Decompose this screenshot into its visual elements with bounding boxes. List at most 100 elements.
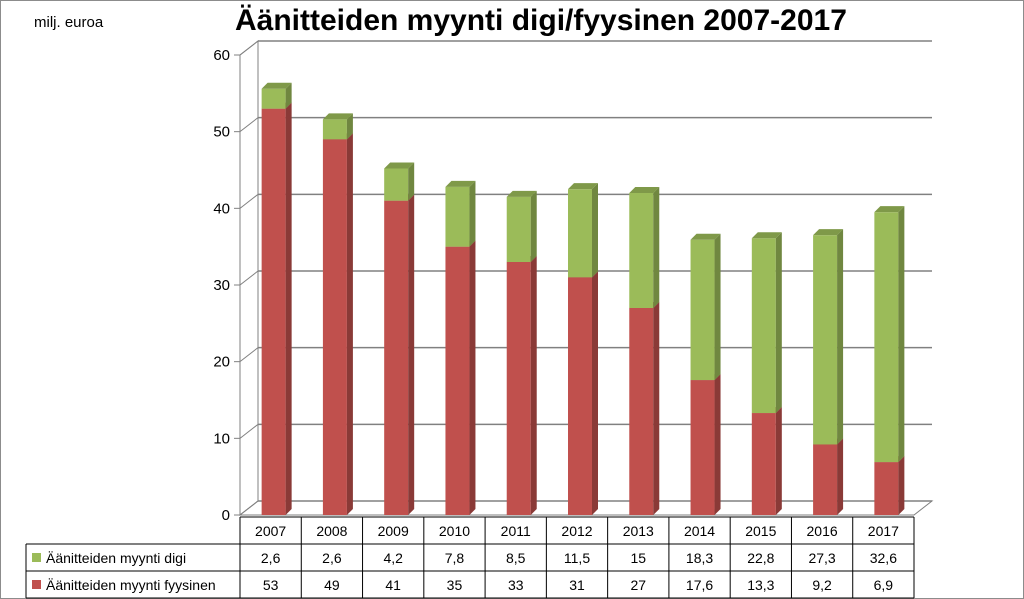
bar-digi-top — [445, 180, 476, 187]
data-label: 2,6 — [322, 550, 342, 566]
bar-fyysinen — [445, 246, 470, 515]
bar-digi — [690, 239, 715, 381]
bar-fyysinen-side — [469, 240, 476, 515]
data-label: 7,8 — [445, 550, 465, 566]
bar-digi-side — [775, 232, 782, 414]
data-label: 2,6 — [261, 550, 281, 566]
bar-fyysinen-side — [285, 102, 292, 516]
data-label: 18,3 — [686, 550, 713, 566]
bar-digi-side — [592, 183, 598, 278]
bar-fyysinen — [384, 200, 409, 515]
bar-digi-side — [653, 187, 660, 308]
y-tick-label: 50 — [213, 124, 230, 141]
bar-fyysinen-side — [653, 302, 660, 515]
legend-swatch — [32, 553, 41, 562]
bar-fyysinen — [506, 262, 531, 515]
data-label: 35 — [447, 577, 463, 593]
bar-digi — [261, 88, 286, 109]
gridline-side — [239, 347, 259, 363]
unit-label: milj. euroa — [34, 14, 104, 31]
bar-digi — [506, 196, 531, 262]
category-label: 2007 — [255, 523, 286, 539]
data-label: 31 — [569, 577, 585, 593]
category-label: 2009 — [378, 523, 409, 539]
gridline-side — [239, 193, 259, 209]
bar-fyysinen — [629, 308, 654, 515]
bar-fyysinen-side — [408, 194, 415, 515]
bar-digi-top — [384, 162, 415, 169]
bar-digi-side — [469, 180, 476, 247]
bar-digi — [568, 189, 592, 278]
category-label: 2017 — [868, 523, 899, 539]
gridline-side — [239, 423, 259, 439]
bar-fyysinen-side — [837, 438, 844, 515]
bar-digi-top — [568, 183, 598, 190]
y-tick-label: 30 — [213, 277, 230, 294]
category-label: 2012 — [561, 523, 592, 539]
bar-digi-top — [813, 229, 844, 236]
bar-fyysinen-side — [346, 133, 353, 516]
data-label: 22,8 — [747, 550, 774, 566]
bar-digi — [629, 193, 654, 308]
data-label: 33 — [508, 577, 524, 593]
bar-digi-top — [506, 190, 537, 197]
bar-fyysinen — [568, 277, 592, 515]
bar-digi-top — [629, 187, 660, 193]
bar-digi — [813, 235, 838, 445]
bar-digi-top — [690, 233, 721, 240]
y-tick-label: 10 — [213, 430, 230, 447]
chart-title: Äänitteiden myynti digi/fyysinen 2007-20… — [235, 4, 847, 37]
bar-fyysinen-side — [530, 256, 537, 515]
category-label: 2016 — [807, 523, 838, 539]
category-label: 2008 — [316, 523, 347, 539]
data-label: 53 — [263, 577, 279, 593]
bar-digi-side — [285, 82, 292, 109]
legend-label: Äänitteiden myynti digi — [46, 550, 186, 566]
bar-digi-side — [530, 190, 537, 262]
bar-fyysinen-side — [714, 374, 721, 515]
bar-digi-top — [874, 206, 905, 213]
bar-digi — [384, 168, 409, 201]
gridline-side — [239, 117, 259, 133]
gridline-side — [239, 500, 259, 516]
data-label: 4,2 — [383, 550, 403, 566]
y-tick-label: 40 — [213, 200, 230, 217]
y-tick-label: 0 — [222, 507, 230, 524]
bar-digi — [874, 212, 899, 463]
data-label: 41 — [385, 577, 401, 593]
bar-fyysinen — [261, 108, 286, 516]
bar-fyysinen — [322, 139, 347, 516]
category-label: 2010 — [439, 523, 470, 539]
bar-digi-side — [837, 229, 844, 445]
y-tick-label: 60 — [213, 47, 230, 64]
bar-fyysinen — [813, 444, 838, 515]
legend-label: Äänitteiden myynti fyysinen — [46, 577, 216, 593]
data-label: 8,5 — [506, 550, 526, 566]
category-label: 2011 — [501, 523, 531, 539]
data-label: 6,9 — [874, 577, 894, 593]
data-label: 27 — [630, 577, 646, 593]
bar-digi-side — [898, 206, 905, 463]
bar-digi — [322, 119, 347, 140]
bar-fyysinen — [751, 413, 776, 515]
bar-digi-top — [751, 232, 782, 239]
data-label: 17,6 — [686, 577, 713, 593]
bar-digi-side — [714, 233, 721, 381]
y-tick-label: 20 — [213, 354, 230, 371]
bar-digi-side — [346, 113, 353, 140]
bar-fyysinen — [874, 462, 899, 515]
bar-digi-top — [261, 82, 292, 89]
category-label: 2014 — [684, 523, 715, 539]
category-label: 2015 — [745, 523, 776, 539]
bar-digi — [445, 186, 470, 247]
bar-digi-side — [408, 162, 415, 201]
bar-digi — [751, 238, 776, 414]
data-label: 15 — [630, 550, 646, 566]
gridline-side — [239, 270, 259, 286]
data-label: 32,6 — [870, 550, 897, 566]
data-label: 13,3 — [747, 577, 774, 593]
data-label: 27,3 — [808, 550, 835, 566]
category-label: 2013 — [623, 523, 654, 539]
bar-fyysinen-side — [592, 271, 598, 515]
